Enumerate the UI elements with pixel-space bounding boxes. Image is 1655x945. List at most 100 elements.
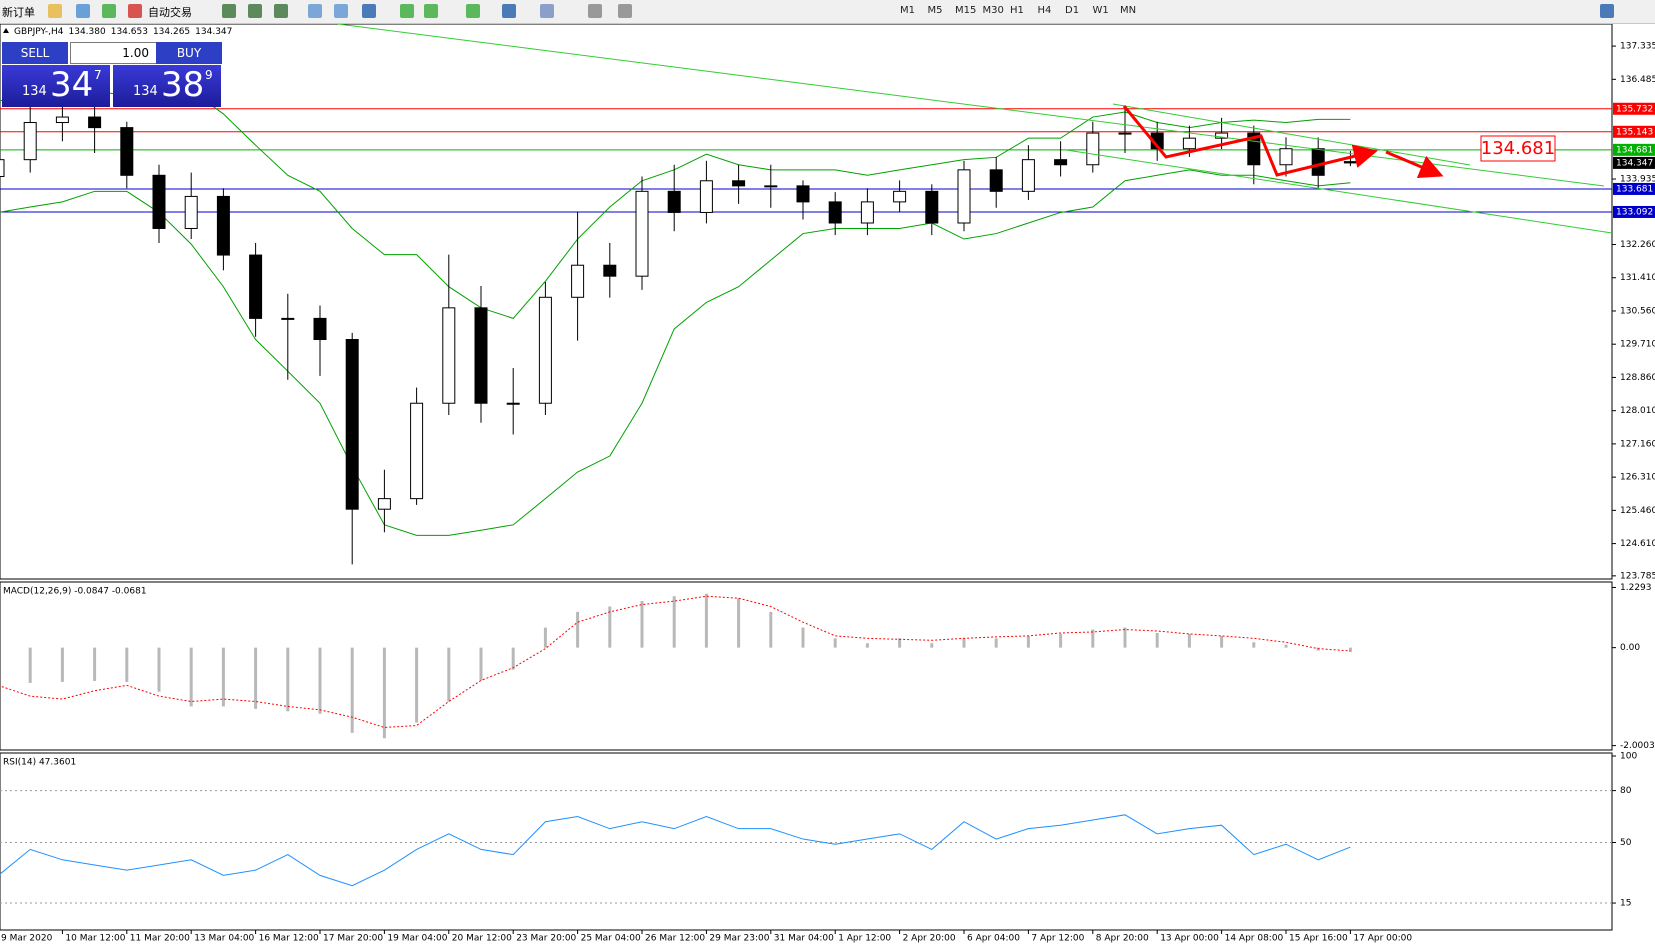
toolbar-icon[interactable] xyxy=(502,4,516,18)
search-icon[interactable] xyxy=(1600,4,1614,18)
macd-bar xyxy=(254,647,258,709)
toolbar-icon[interactable] xyxy=(618,4,632,18)
macd-bar xyxy=(1091,629,1095,648)
ask-quote[interactable]: 134 38 9 xyxy=(113,65,221,107)
candle-body xyxy=(796,185,810,203)
price-level-label: 135.143 xyxy=(1616,127,1653,137)
macd-bar xyxy=(1284,644,1288,648)
ask-big: 134 xyxy=(133,84,158,99)
candle-body xyxy=(281,317,295,320)
marks-layer: 135.732 135.143 134.681 133.681 133.092 134.3… xyxy=(0,89,1655,887)
macd-bar xyxy=(415,647,419,723)
macd-bar xyxy=(737,598,741,648)
timeframe-button[interactable]: M1 xyxy=(900,5,915,16)
x-tick-label: 11 Mar 20:00 xyxy=(130,934,190,944)
timeframe-button[interactable]: W1 xyxy=(1092,5,1109,16)
macd-bar xyxy=(865,643,869,648)
toolbar-icon[interactable] xyxy=(128,4,142,18)
x-tick-label: 9 Mar 2020 xyxy=(1,934,53,944)
candle-body xyxy=(538,296,552,404)
macd-bar xyxy=(1123,627,1127,648)
toolbar-icon[interactable] xyxy=(540,4,554,18)
pattern-arrow xyxy=(1122,105,1378,177)
toolbar-icon[interactable] xyxy=(588,4,602,18)
price-level-tag xyxy=(1613,143,1655,156)
timeframe-button[interactable]: M30 xyxy=(982,5,1004,16)
current-price-label: 134.347 xyxy=(1616,158,1653,168)
toolbar-icon[interactable] xyxy=(308,4,322,18)
macd-bar xyxy=(511,647,515,670)
toolbar-icon[interactable] xyxy=(362,4,376,18)
drawings: 134.681 xyxy=(337,23,1613,234)
macd-bar xyxy=(1220,635,1224,648)
sell-button[interactable]: SELL xyxy=(2,42,68,64)
new-order-button[interactable]: 新订单 xyxy=(2,6,35,19)
timeframe-button[interactable]: M15 xyxy=(955,5,977,16)
toolbar-icon[interactable] xyxy=(248,4,262,18)
candle-body xyxy=(1118,132,1132,135)
toolbar-icon[interactable] xyxy=(334,4,348,18)
x-tick-label: 26 Mar 12:00 xyxy=(645,934,705,944)
timeframe-button[interactable]: MN xyxy=(1120,5,1137,16)
candle-body xyxy=(23,122,37,161)
candle-body xyxy=(989,169,1003,192)
x-tick-label: 19 Mar 04:00 xyxy=(387,934,447,944)
current-price-tag xyxy=(1613,156,1655,169)
candle-body xyxy=(635,190,649,277)
y-tick-label: 131.410 xyxy=(1620,273,1655,283)
macd-bar xyxy=(60,647,64,682)
candle-body xyxy=(506,402,520,405)
timeframe-button[interactable]: H1 xyxy=(1010,5,1024,16)
candle-body xyxy=(55,116,69,124)
timeframe-button[interactable]: H4 xyxy=(1037,5,1052,16)
macd-bar xyxy=(833,638,837,648)
y-tick-label: 15 xyxy=(1620,899,1631,909)
toolbar-icon[interactable] xyxy=(274,4,288,18)
toolbar-icon[interactable] xyxy=(102,4,116,18)
bid-pip: 7 xyxy=(94,68,102,82)
x-tick-label: 31 Mar 04:00 xyxy=(774,934,834,944)
y-tick-label: 50 xyxy=(1620,838,1632,848)
macd-bar xyxy=(1252,642,1256,648)
y-tick-label: 137.335 xyxy=(1620,42,1655,52)
x-tick-label: 13 Apr 00:00 xyxy=(1160,934,1219,944)
toolbar-icon[interactable] xyxy=(222,4,236,18)
macd-bar xyxy=(447,647,451,702)
bid-quote[interactable]: 134 34 7 xyxy=(2,65,110,107)
macd-bar xyxy=(382,647,386,739)
macd-bar xyxy=(93,647,97,681)
macd-bar xyxy=(1155,632,1159,648)
price-level-label: 133.092 xyxy=(1616,207,1653,217)
trend-line xyxy=(1112,103,1471,166)
toolbar-icon[interactable] xyxy=(76,4,90,18)
macd-bar xyxy=(962,638,966,648)
candle-body xyxy=(410,402,424,500)
timeframe-button[interactable]: D1 xyxy=(1065,5,1080,16)
x-tick-label: 17 Apr 00:00 xyxy=(1353,934,1412,944)
toolbar-icon[interactable] xyxy=(424,4,438,18)
buy-button[interactable]: BUY xyxy=(156,42,222,64)
x-tick-label: 16 Mar 12:00 xyxy=(259,934,319,944)
timeframe-button[interactable]: M5 xyxy=(927,5,943,16)
lots-input[interactable]: 1.00 xyxy=(70,42,172,64)
toolbar-icon[interactable] xyxy=(466,4,480,18)
price-level-label: 135.732 xyxy=(1616,104,1653,114)
candle-body xyxy=(1182,137,1196,150)
y-tick-label: 128.860 xyxy=(1620,373,1655,383)
y-tick-label: 128.010 xyxy=(1620,406,1655,416)
candle-body xyxy=(474,307,488,404)
candle-body xyxy=(184,195,198,229)
y-tick-label: 123.785 xyxy=(1620,571,1655,581)
macd-bar xyxy=(608,606,612,648)
x-tick-label: 1 Apr 12:00 xyxy=(838,934,891,944)
toolbar-icon[interactable] xyxy=(48,4,62,18)
macd-bar xyxy=(189,647,193,707)
price-level-tag xyxy=(1613,205,1655,218)
y-tick-label: 124.610 xyxy=(1620,539,1655,549)
macd-bar xyxy=(930,643,934,648)
auto-trading-button[interactable]: 自动交易 xyxy=(148,6,192,19)
candle-body xyxy=(925,190,939,224)
macd-bar xyxy=(672,596,676,648)
toolbar-icon[interactable] xyxy=(400,4,414,18)
